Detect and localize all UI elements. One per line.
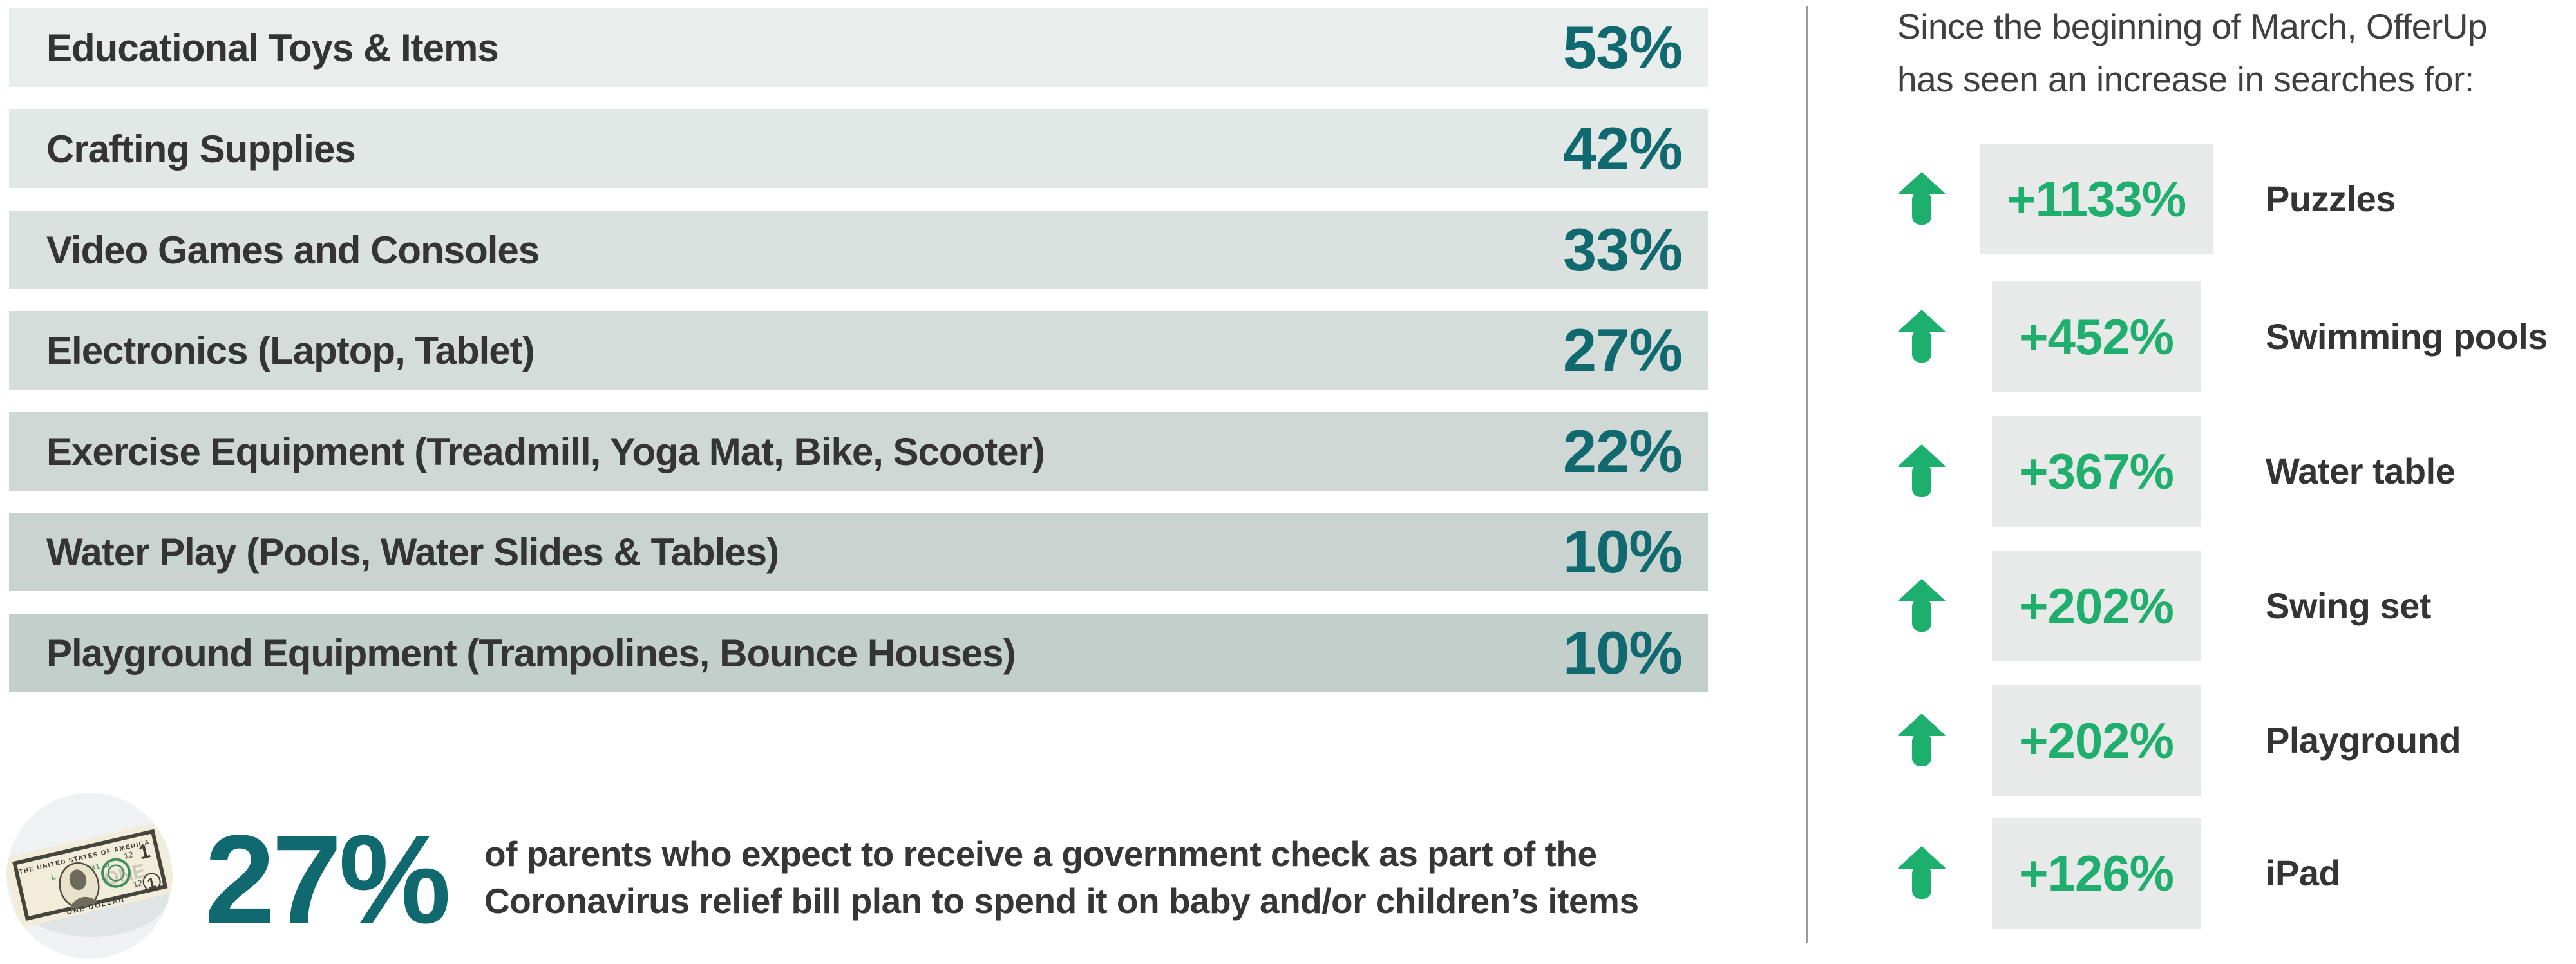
value-box: +1133% <box>1979 144 2213 254</box>
callout-text-line2: Coronavirus relief bill plan to spend it… <box>484 881 1639 921</box>
bar-value: 42% <box>1562 115 1683 182</box>
bar-row: Electronics (Laptop, Tablet) 27% <box>9 311 1708 390</box>
search-stat-row: +202% Playground <box>1897 685 2575 796</box>
svg-text:12: 12 <box>123 849 134 861</box>
search-term: Swimming pools <box>2266 316 2548 357</box>
up-arrow-icon <box>1898 310 1946 363</box>
svg-text:1: 1 <box>137 840 152 864</box>
heading-line1: Since the beginning of March, OfferUp <box>1897 6 2488 46</box>
heading-line2: has seen an increase in searches for: <box>1897 59 2474 99</box>
bar-row: Water Play (Pools, Water Slides & Tables… <box>9 513 1708 591</box>
vertical-divider <box>1806 6 1808 943</box>
bar-value: 53% <box>1562 14 1683 81</box>
value-box: +452% <box>1991 281 2201 392</box>
value-cell: +1133% <box>1946 144 2246 254</box>
search-term: iPad <box>2266 853 2341 893</box>
value-box: +202% <box>1991 551 2201 661</box>
bar-value: 33% <box>1562 216 1683 283</box>
bar-row: Exercise Equipment (Treadmill, Yoga Mat,… <box>9 412 1708 491</box>
bar-label: Water Play (Pools, Water Slides & Tables… <box>46 530 779 574</box>
bar-row: Video Games and Consoles 33% <box>9 211 1708 289</box>
increase-value: +202% <box>2018 712 2174 769</box>
up-arrow-icon <box>1898 846 1946 899</box>
increase-value: +367% <box>2018 442 2174 500</box>
search-stat-row: +202% Swing set <box>1897 551 2575 661</box>
dollar-bill-photo: THE UNITED STATES OF AMERICA L 89823401 … <box>6 793 173 959</box>
bar-label: Playground Equipment (Trampolines, Bounc… <box>46 631 1016 675</box>
value-box: +202% <box>1991 685 2201 796</box>
bar-label: Crafting Supplies <box>46 127 356 171</box>
value-cell: +202% <box>1946 551 2246 661</box>
dollar-bill-illustration: THE UNITED STATES OF AMERICA L 89823401 … <box>6 793 173 959</box>
callout-text: of parents who expect to receive a gover… <box>484 831 1747 925</box>
svg-text:12: 12 <box>132 878 143 889</box>
bar-label: Video Games and Consoles <box>46 228 540 272</box>
search-stat-row: +452% Swimming pools <box>1897 281 2575 392</box>
increase-value: +126% <box>2018 844 2174 902</box>
bar-label: Educational Toys & Items <box>46 26 499 70</box>
bar-value: 22% <box>1562 417 1683 485</box>
bar-row: Crafting Supplies 42% <box>9 109 1708 188</box>
up-arrow-icon <box>1898 172 1946 225</box>
value-cell: +126% <box>1946 818 2246 929</box>
search-term: Puzzles <box>2266 178 2396 219</box>
bar-value: 27% <box>1562 316 1683 384</box>
search-term: Playground <box>2266 720 2461 761</box>
bar-value: 10% <box>1562 619 1683 686</box>
search-term: Swing set <box>2266 585 2431 626</box>
search-term: Water table <box>2266 451 2456 491</box>
search-increase-heading: Since the beginning of March, OfferUp ha… <box>1897 0 2576 106</box>
bar-row: Playground Equipment (Trampolines, Bounc… <box>9 614 1708 692</box>
value-cell: +367% <box>1946 416 2246 527</box>
svg-text:1: 1 <box>146 874 157 892</box>
search-stat-row: +1133% Puzzles <box>1897 144 2575 254</box>
bar-label: Exercise Equipment (Treadmill, Yoga Mat,… <box>46 430 1045 473</box>
value-cell: +452% <box>1946 281 2246 392</box>
increase-value: +452% <box>2018 308 2174 365</box>
value-cell: +202% <box>1946 685 2246 796</box>
up-arrow-icon <box>1898 714 1946 766</box>
value-box: +126% <box>1991 818 2201 929</box>
search-stat-row: +126% iPad <box>1897 818 2575 929</box>
increase-value: +1133% <box>2006 170 2186 227</box>
callout-text-line1: of parents who expect to receive a gover… <box>484 834 1597 874</box>
up-arrow-icon <box>1898 444 1946 497</box>
increase-value: +202% <box>2018 577 2174 634</box>
bar-row: Educational Toys & Items 53% <box>9 8 1708 87</box>
search-stat-row: +367% Water table <box>1897 416 2575 527</box>
callout-percent: 27% <box>205 809 451 950</box>
bar-label: Electronics (Laptop, Tablet) <box>46 328 535 372</box>
up-arrow-icon <box>1898 579 1946 632</box>
value-box: +367% <box>1991 416 2201 527</box>
bar-value: 10% <box>1562 518 1683 585</box>
